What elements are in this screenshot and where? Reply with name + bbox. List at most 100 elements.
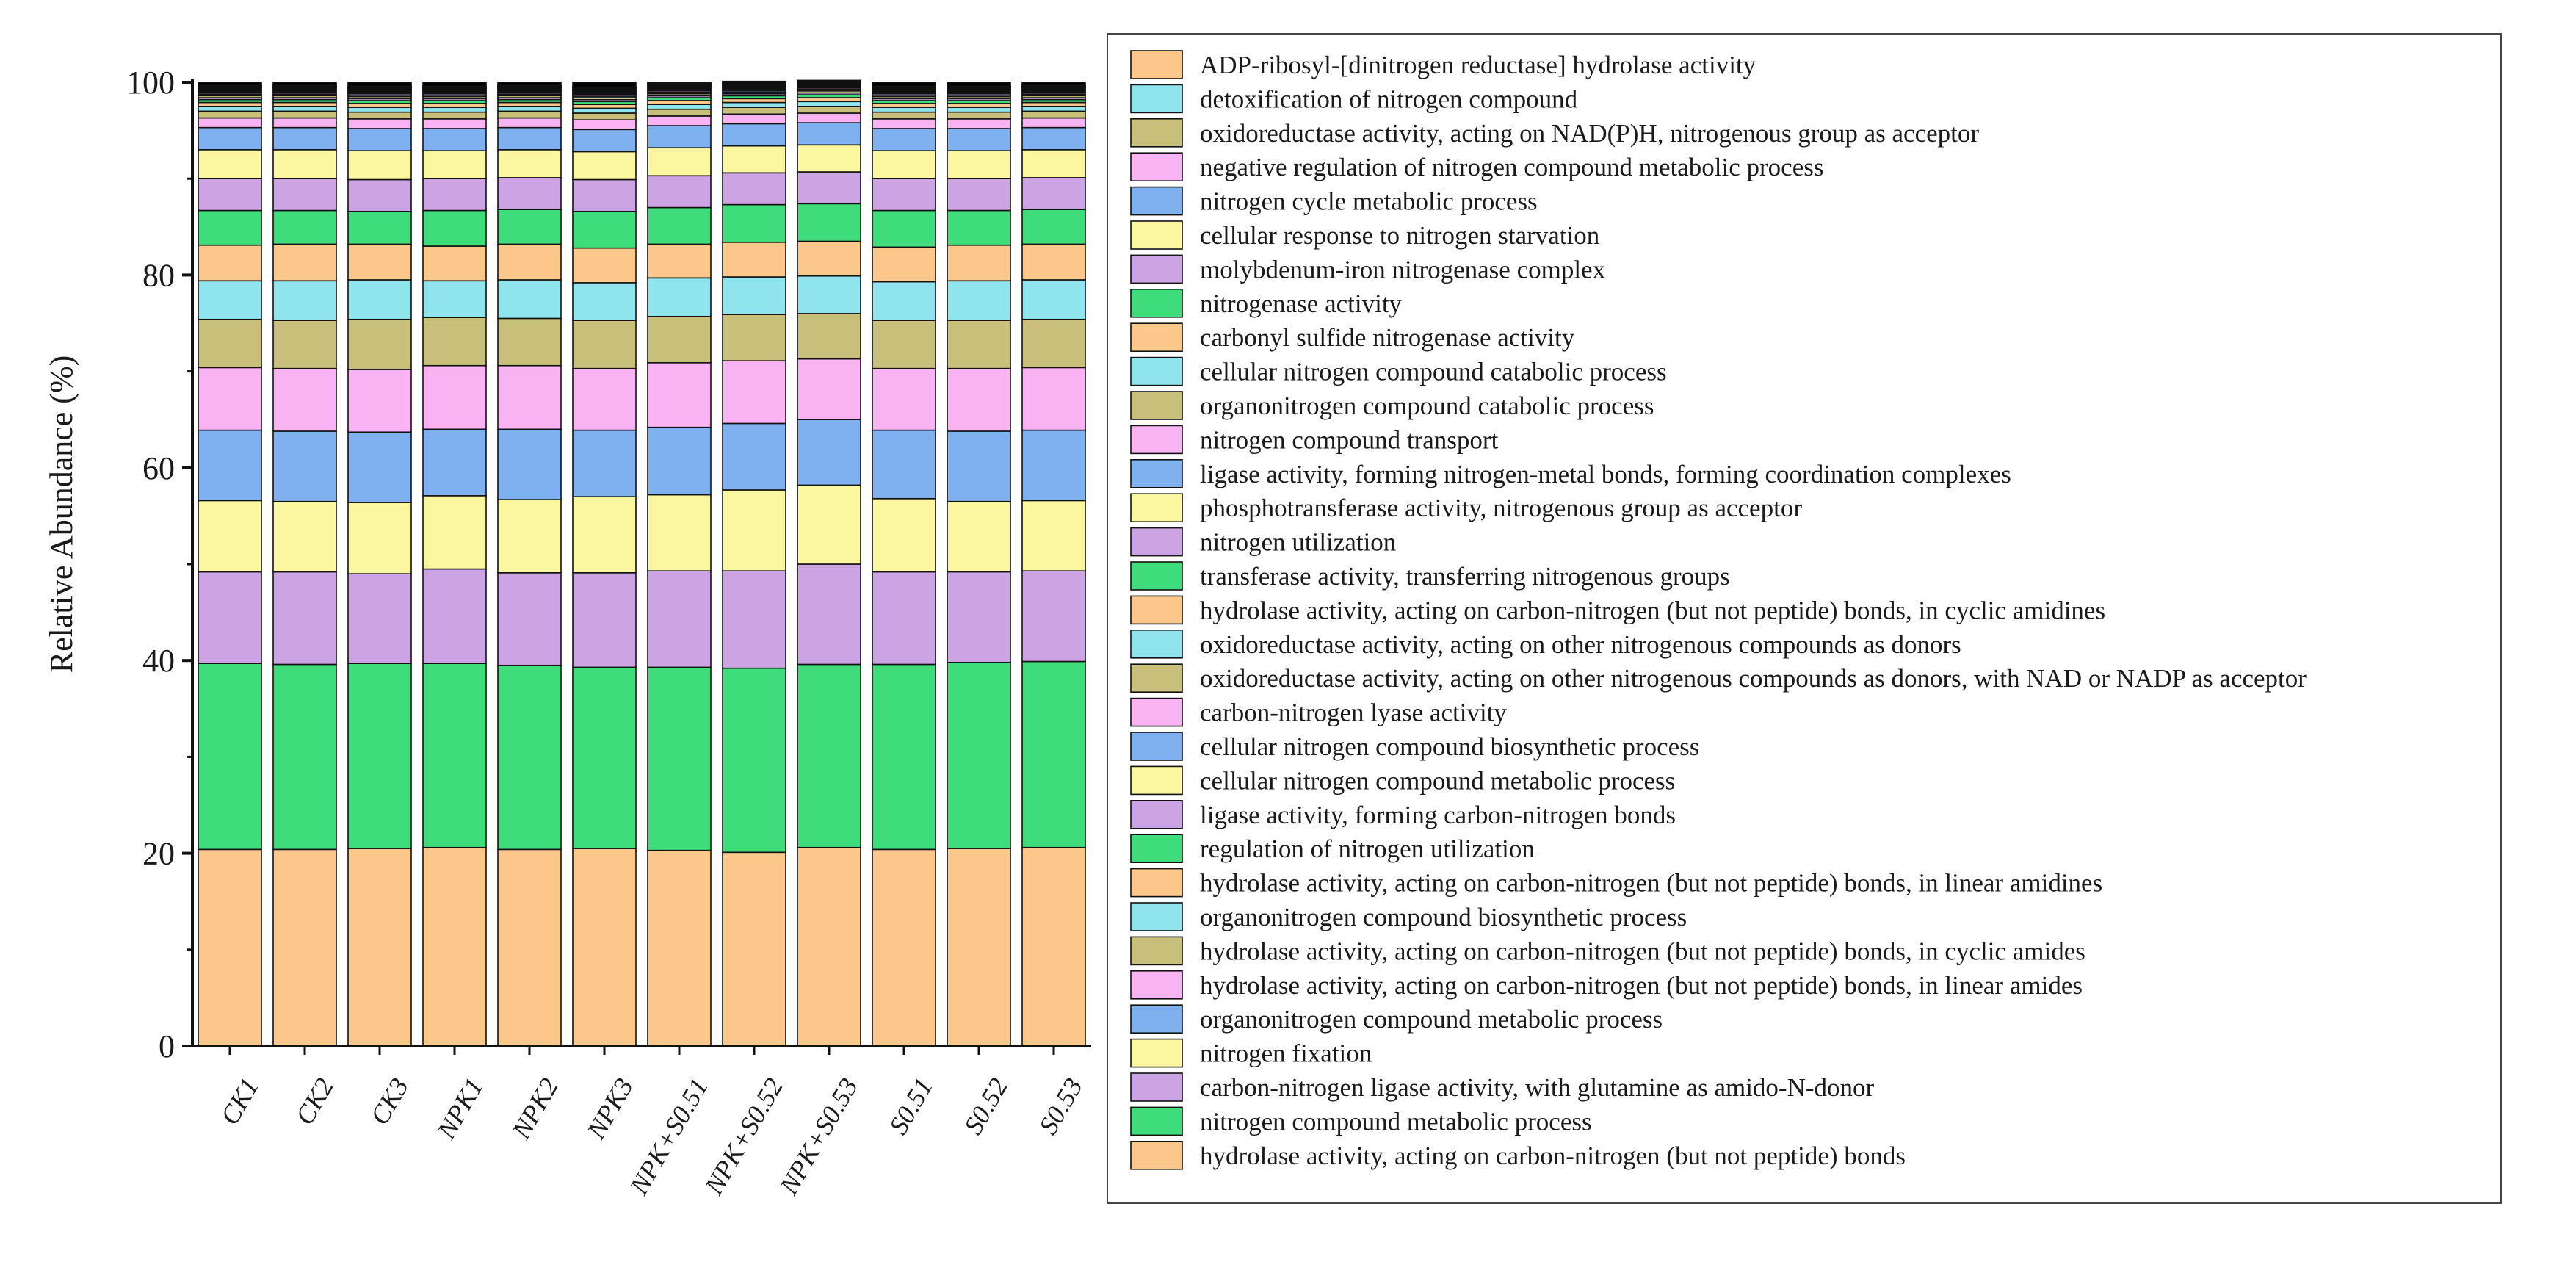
bar-segment-remainder-NPK2 bbox=[497, 82, 562, 86]
bar-segment-2-S0.51 bbox=[872, 663, 936, 851]
bar-segment-3-NPK+S0.51 bbox=[647, 570, 712, 668]
bar-segment-16-S0.53 bbox=[1021, 106, 1086, 112]
legend-swatch-28 bbox=[1130, 220, 1183, 250]
legend-label-31: oxidoreductase activity, acting on NAD(P… bbox=[1200, 119, 1979, 148]
bar-segment-12-NPK+S0.52 bbox=[722, 145, 786, 174]
legend-swatch-17 bbox=[1130, 595, 1183, 625]
bar-segment-10-CK3 bbox=[347, 211, 412, 245]
bar-segment-14-CK1 bbox=[198, 117, 262, 129]
bar-segment-14-NPK+S0.53 bbox=[797, 112, 861, 123]
bar-segment-11-CK2 bbox=[272, 178, 337, 212]
bar-segment-12-CK3 bbox=[347, 150, 412, 181]
legend-label-21: ligase activity, forming nitrogen-metal … bbox=[1200, 460, 2011, 488]
bar-segment-8-NPK+S0.51 bbox=[647, 277, 712, 317]
bar-segment-6-NPK+S0.51 bbox=[647, 361, 712, 428]
legend-swatch-5 bbox=[1130, 1004, 1183, 1034]
legend-label-17: hydrolase activity, acting on carbon-nit… bbox=[1200, 596, 2105, 624]
bar-segment-15-NPK+S0.53 bbox=[797, 106, 861, 114]
bar-segment-9-NPK3 bbox=[572, 247, 637, 284]
legend-swatch-14 bbox=[1130, 697, 1183, 727]
legend-label-24: cellular nitrogen compound catabolic pro… bbox=[1200, 358, 1667, 386]
legend-swatch-16 bbox=[1130, 629, 1183, 659]
bar-segment-9-S0.52 bbox=[947, 244, 1011, 282]
bar-segment-12-S0.52 bbox=[947, 150, 1011, 179]
legend-label-26: nitrogenase activity bbox=[1200, 289, 1403, 318]
bar-segment-9-CK2 bbox=[272, 243, 337, 282]
bar-segment-8-S0.51 bbox=[872, 281, 936, 321]
bar-segment-7-NPK+S0.52 bbox=[722, 314, 786, 361]
bar-segment-15-NPK1 bbox=[422, 111, 487, 120]
legend-swatch-21 bbox=[1130, 458, 1183, 488]
bar-segment-8-S0.52 bbox=[947, 280, 1011, 321]
bar-segment-6-CK3 bbox=[347, 369, 412, 433]
bar-segment-16-NPK2 bbox=[497, 106, 562, 112]
bar-segment-12-NPK3 bbox=[572, 151, 637, 181]
bar-segment-1-S0.53 bbox=[1021, 846, 1086, 1047]
bar-segment-4-NPK1 bbox=[422, 495, 487, 570]
bar-segment-14-NPK3 bbox=[572, 119, 637, 131]
legend-swatch-30 bbox=[1130, 152, 1183, 181]
bar-segment-3-CK3 bbox=[347, 573, 412, 664]
bar-segment-remainder-S0.51 bbox=[872, 82, 936, 87]
bar-segment-11-S0.53 bbox=[1021, 177, 1086, 210]
legend-swatch-31 bbox=[1130, 118, 1183, 148]
bar-segment-12-S0.51 bbox=[872, 150, 936, 179]
legend-swatch-33 bbox=[1130, 50, 1183, 79]
y-tick-label-0: 0 bbox=[159, 1028, 175, 1064]
bar-segment-remainder-CK3 bbox=[347, 82, 412, 87]
bar-segment-14-NPK1 bbox=[422, 118, 487, 129]
bar-segment-10-NPK2 bbox=[497, 209, 562, 245]
bar-segment-10-CK1 bbox=[198, 209, 262, 246]
bar-segment-8-NPK2 bbox=[497, 279, 562, 320]
legend-swatch-10 bbox=[1130, 834, 1183, 863]
bar-segment-7-S0.52 bbox=[947, 320, 1011, 369]
legend-swatch-1 bbox=[1130, 1141, 1183, 1170]
bar-segment-1-NPK1 bbox=[422, 846, 487, 1047]
bar-segment-8-NPK+S0.53 bbox=[797, 275, 861, 314]
legend-swatch-32 bbox=[1130, 84, 1183, 114]
legend-label-13: cellular nitrogen compound biosynthetic … bbox=[1200, 732, 1699, 761]
bar-segment-2-CK3 bbox=[347, 663, 412, 849]
legend-label-27: molybdenum-iron nitrogenase complex bbox=[1200, 255, 1606, 284]
bar-segment-16-NPK+S0.53 bbox=[797, 101, 861, 107]
bar-segment-remainder-NPK+S0.51 bbox=[647, 82, 712, 84]
bar-segment-4-NPK2 bbox=[497, 499, 562, 574]
legend-label-12: cellular nitrogen compound metabolic pro… bbox=[1200, 766, 1675, 795]
bar-segment-13-NPK3 bbox=[572, 129, 637, 153]
bar-segment-1-CK2 bbox=[272, 848, 337, 1047]
bar-segment-13-S0.51 bbox=[872, 128, 936, 151]
bar-segment-1-NPK+S0.52 bbox=[722, 851, 786, 1047]
bar-segment-9-S0.53 bbox=[1021, 243, 1086, 281]
bar-segment-6-S0.51 bbox=[872, 367, 936, 431]
bar-segment-10-NPK+S0.51 bbox=[647, 206, 712, 245]
bar-segment-2-NPK+S0.53 bbox=[797, 663, 861, 848]
legend-label-33: ADP-ribosyl-[dinitrogen reductase] hydro… bbox=[1200, 51, 1756, 79]
legend-label-10: regulation of nitrogen utilization bbox=[1200, 834, 1535, 863]
bar-segment-16-NPK3 bbox=[572, 107, 637, 114]
bar-segment-10-NPK+S0.52 bbox=[722, 203, 786, 243]
bar-segment-5-S0.52 bbox=[947, 430, 1011, 502]
bar-segment-15-NPK2 bbox=[497, 110, 562, 119]
bar-segment-13-S0.53 bbox=[1021, 126, 1086, 151]
bar-segment-9-NPK+S0.53 bbox=[797, 240, 861, 277]
bar-segment-7-NPK2 bbox=[497, 317, 562, 367]
legend-swatch-23 bbox=[1130, 391, 1183, 420]
legend-swatch-7 bbox=[1130, 936, 1183, 966]
bar-segment-14-S0.53 bbox=[1021, 117, 1086, 129]
bar-segment-4-NPK3 bbox=[572, 496, 637, 574]
x-tick-label-S0.52: S0.52 bbox=[958, 1073, 1013, 1139]
bar-segment-15-CK2 bbox=[272, 110, 337, 119]
legend-swatch-22 bbox=[1130, 425, 1183, 455]
bar-segment-1-NPK+S0.53 bbox=[797, 846, 861, 1047]
legend-label-28: cellular response to nitrogen starvation bbox=[1200, 221, 1599, 250]
bar-segment-11-NPK+S0.51 bbox=[647, 175, 712, 209]
bar-segment-12-CK1 bbox=[198, 149, 262, 179]
bar-segment-14-NPK+S0.51 bbox=[647, 115, 712, 126]
bar-segment-6-S0.52 bbox=[947, 367, 1011, 432]
legend-swatch-29 bbox=[1130, 186, 1183, 216]
bar-segment-4-NPK+S0.52 bbox=[722, 489, 786, 571]
y-axis-title: Relative Abundance (%) bbox=[43, 356, 79, 674]
bar-segment-10-S0.53 bbox=[1021, 209, 1086, 245]
bar-segment-9-NPK2 bbox=[497, 243, 562, 281]
